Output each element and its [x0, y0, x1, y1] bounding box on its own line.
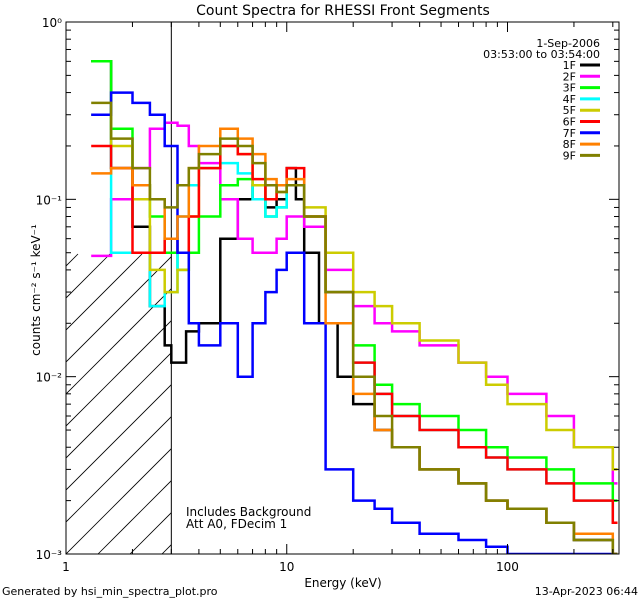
hatched-region [66, 253, 172, 554]
hatch-line [66, 256, 172, 363]
legend-label-1F: 1F [563, 59, 576, 72]
series-line-7F [91, 91, 618, 554]
legend-label-6F: 6F [563, 116, 576, 129]
hatch-line [97, 480, 172, 554]
x-tick-label: 1 [62, 560, 70, 574]
legend-label-8F: 8F [563, 138, 576, 151]
y-tick-label: 10⁻¹ [36, 193, 63, 207]
series-group [91, 60, 618, 554]
hatch-line [66, 384, 172, 491]
legend-label-4F: 4F [563, 93, 576, 106]
annotation-attenuator: Att A0, FDecim 1 [186, 517, 287, 531]
x-tick-label: 100 [496, 560, 519, 574]
legend-label-7F: 7F [563, 127, 576, 140]
hatch-line [66, 320, 172, 427]
x-tick-label: 10 [279, 560, 294, 574]
series-line-9F [91, 101, 618, 554]
footer-generated-by: Generated by hsi_min_spectra_plot.pro [2, 585, 218, 598]
hatch-line [66, 416, 172, 523]
legend-label-3F: 3F [563, 82, 576, 95]
legend-label-9F: 9F [563, 149, 576, 162]
legend-date: 1-Sep-2006 [536, 37, 600, 50]
y-tick-label: 10⁻² [36, 371, 63, 385]
legend-time-range: 03:53:00 to 03:54:00 [483, 48, 600, 61]
chart-title: Count Spectra for RHESSI Front Segments [196, 3, 490, 19]
y-axis-label: counts cm⁻² s⁻¹ keV⁻¹ [29, 224, 43, 356]
y-tick-label: 10⁰ [42, 16, 62, 30]
legend-label-5F: 5F [563, 104, 576, 117]
x-axis-label: Energy (keV) [304, 576, 381, 590]
hatch-line [66, 288, 172, 395]
legend-label-2F: 2F [563, 70, 576, 83]
y-tick-label: 10⁻³ [36, 548, 63, 562]
plot-frame [65, 21, 620, 555]
series-line-2F [91, 121, 618, 485]
hatch-line [66, 448, 172, 554]
hatch-line [66, 352, 172, 459]
footer-timestamp: 13-Apr-2023 06:44 [535, 585, 638, 598]
axis-tick-labels: 1 10 100 10⁰ 10⁻¹ 10⁻² 10⁻³ [36, 16, 519, 574]
annotation-background: Includes Background [186, 505, 311, 519]
hatch-line [66, 253, 143, 331]
axis-ticks [65, 21, 619, 555]
